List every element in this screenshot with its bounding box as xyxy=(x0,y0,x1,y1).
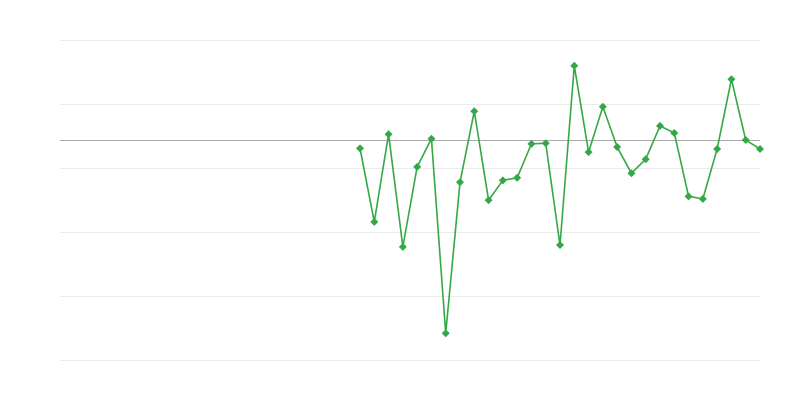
data-point xyxy=(713,144,722,153)
data-point xyxy=(398,242,407,251)
data-point xyxy=(470,107,479,116)
data-point xyxy=(556,240,564,249)
data-point xyxy=(541,139,550,148)
data-point xyxy=(727,75,736,84)
data-point xyxy=(527,139,536,148)
data-point xyxy=(584,148,593,157)
data-point xyxy=(427,134,436,143)
data-point xyxy=(456,178,464,187)
data-point xyxy=(484,196,493,205)
data-point xyxy=(370,217,379,226)
data-point xyxy=(756,144,764,153)
data-point xyxy=(570,61,579,70)
data-point xyxy=(627,169,636,178)
data-point xyxy=(641,155,650,164)
data-point xyxy=(741,136,750,144)
data-point xyxy=(513,173,522,182)
data-point xyxy=(498,176,507,185)
data-point xyxy=(670,128,679,137)
data-point xyxy=(413,162,422,171)
data-point xyxy=(441,329,450,338)
data-point xyxy=(598,102,607,111)
data-point xyxy=(356,144,364,153)
data-point xyxy=(656,121,664,130)
data-point xyxy=(684,192,693,201)
data-point xyxy=(698,194,707,203)
data-point xyxy=(613,143,622,152)
data-point xyxy=(384,130,393,139)
